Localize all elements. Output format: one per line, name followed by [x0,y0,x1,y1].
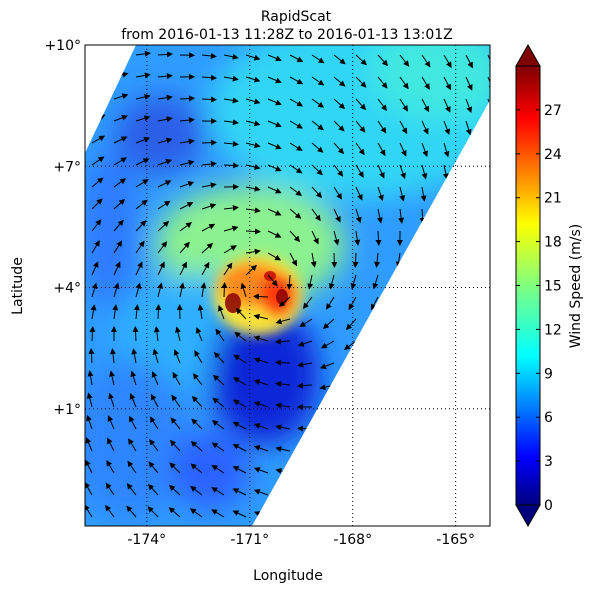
wind-vector [355,253,356,267]
colorbar-tick-label: 0 [544,498,553,514]
colorbar-tick-label: 18 [544,235,562,251]
chart-subtitle: from 2016-01-13 11:28Z to 2016-01-13 13:… [121,27,452,43]
x-tick-label: -171° [230,532,269,548]
colorbar-extend-top [516,45,540,66]
wind-vector [224,165,238,166]
x-axis-label: Longitude [253,568,323,584]
x-tick-label: -168° [333,532,372,548]
y-tick-labels: +10° +7° +4° +1° [44,38,81,418]
wind-vector [246,231,260,232]
colorbar-tick-label: 6 [544,410,553,426]
wind-vector [158,305,159,319]
wind-vector [202,142,216,143]
colorbar-tick-label: 9 [544,366,553,382]
y-axis-label: Latitude [10,257,26,315]
colorbar-tick-label: 15 [544,279,562,295]
x-tick-label: -165° [436,532,475,548]
colorbar-tick-label: 3 [544,454,553,470]
x-tick-label: -174° [127,532,166,548]
wind-vector [254,296,268,297]
y-tick-label: +4° [53,281,81,297]
colorbar-tick-label: 12 [544,322,562,338]
wind-vector [135,327,136,341]
wind-vector [202,99,216,100]
y-tick-label: +1° [53,402,81,418]
y-tick-label: +10° [44,38,81,54]
colorbar: 0 3 6 9 12 15 18 21 24 27 Wind Speed (m/s) [516,45,584,526]
wind-vector [224,283,225,297]
colorbar-extend-bottom [516,505,540,526]
wind-vector [334,253,335,267]
y-tick-label: +7° [53,159,81,175]
colorbar-tick-label: 24 [544,147,562,163]
colorbar-label: Wind Speed (m/s) [568,224,584,349]
chart-title: RapidScat [261,9,332,25]
wind-vector [276,362,290,363]
colorbar-tick-label: 27 [544,103,562,119]
wind-vector [92,327,93,341]
colorbar-tick-label: 21 [544,191,562,207]
x-tick-labels: -174° -171° -168° -165° [127,532,475,548]
